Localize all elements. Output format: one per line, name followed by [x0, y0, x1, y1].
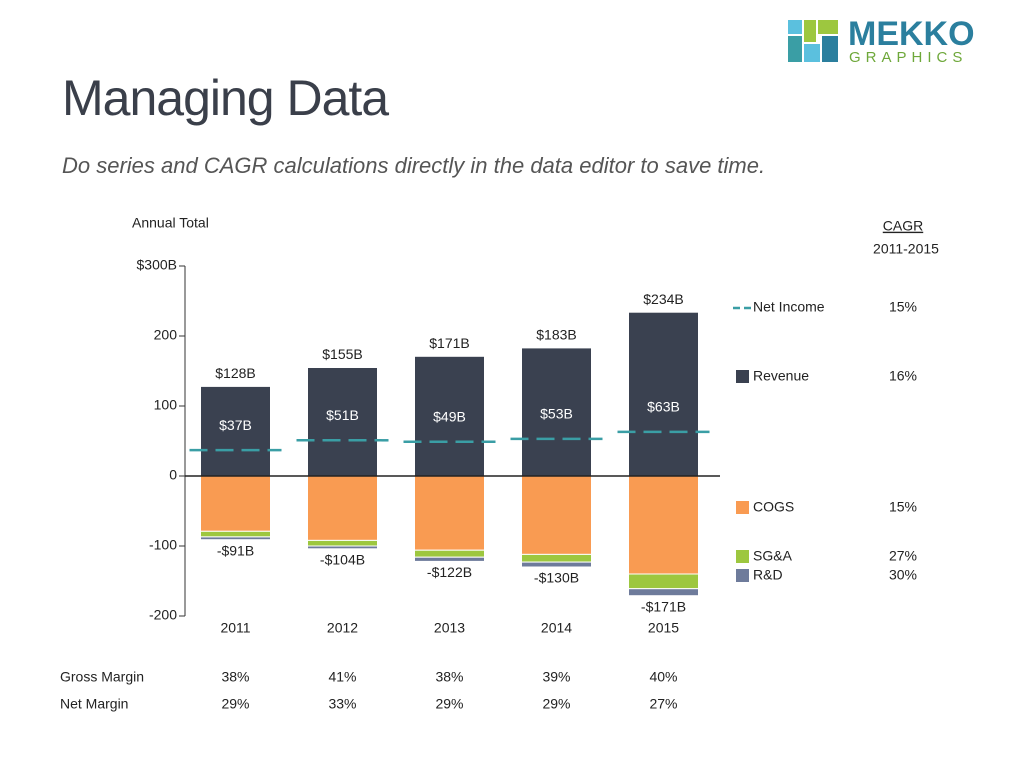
total-label: -$130B [534, 570, 579, 586]
legend-swatch [736, 550, 749, 563]
y-tick-label: 100 [154, 397, 178, 413]
value-label: $234B [643, 291, 683, 307]
total-label: -$91B [217, 542, 254, 558]
value-label: $155B [322, 346, 362, 362]
bar-segment [200, 536, 271, 541]
x-tick-label: 2013 [434, 620, 465, 636]
subtitle: Do series and CAGR calculations directly… [62, 153, 765, 178]
value-label: $51B [326, 407, 359, 423]
table-row-label: Gross Margin [60, 669, 144, 685]
value-label: $183B [536, 327, 576, 343]
bar-segment [200, 530, 271, 538]
table-cell: 40% [649, 669, 677, 685]
legend-swatch [736, 501, 749, 514]
bar-segment [628, 573, 699, 590]
legend-label: R&D [753, 567, 783, 583]
bar-segment [521, 561, 592, 568]
legend-swatch [736, 569, 749, 582]
value-label: $63B [647, 399, 680, 415]
bar-segment [521, 553, 592, 563]
cagr-value: 30% [889, 567, 917, 583]
bar-segment [414, 475, 485, 551]
bar-segment [628, 588, 699, 597]
title: Managing Data [62, 70, 389, 126]
logo-mark [788, 20, 838, 62]
logo-sub: GRAPHICS [849, 49, 967, 66]
value-label: $171B [429, 335, 469, 351]
legend-label: COGS [753, 499, 794, 515]
table-row-label: Net Margin [60, 696, 128, 712]
table-cell: 38% [435, 669, 463, 685]
legend-label: Revenue [753, 368, 809, 384]
cagr-value: 27% [889, 548, 917, 564]
total-label: -$122B [427, 564, 472, 580]
bar-segment [414, 355, 485, 477]
bar-segment [628, 475, 699, 575]
cagr-title: CAGR [883, 218, 923, 234]
x-tick-label: 2012 [327, 620, 358, 636]
legend-swatch [736, 370, 749, 383]
x-tick-label: 2015 [648, 620, 679, 636]
total-label: -$104B [320, 552, 365, 568]
y-axis-title: Annual Total [132, 215, 209, 231]
value-label: $37B [219, 417, 252, 433]
table-cell: 38% [221, 669, 249, 685]
y-tick-label: -100 [149, 537, 177, 553]
y-tick-label: $300B [137, 257, 177, 273]
x-tick-label: 2014 [541, 620, 572, 636]
cagr-value: 15% [889, 299, 917, 315]
y-tick-label: -200 [149, 607, 177, 623]
table-cell: 29% [435, 696, 463, 712]
value-label: $53B [540, 406, 573, 422]
legend-label: Net Income [753, 299, 825, 315]
x-tick-label: 2011 [220, 620, 250, 636]
bar-segment [307, 545, 378, 550]
logo-word: MEKKO [848, 15, 975, 53]
bar-segment [200, 475, 271, 532]
table-cell: 33% [328, 696, 356, 712]
table-cell: 41% [328, 669, 356, 685]
cagr-value: 15% [889, 499, 917, 515]
bar-segment [521, 347, 592, 477]
value-label: $49B [433, 408, 466, 424]
bar-segment [307, 367, 378, 477]
table-cell: 29% [221, 696, 249, 712]
y-tick-label: 0 [169, 467, 177, 483]
bar-segment [628, 311, 699, 477]
table-cell: 27% [649, 696, 677, 712]
table-cell: 29% [542, 696, 570, 712]
bar-segment [307, 475, 378, 541]
bar-segment [307, 539, 378, 547]
total-label: -$171B [641, 598, 686, 614]
cagr-period: 2011-2015 [873, 241, 939, 257]
y-tick-label: 200 [154, 327, 178, 343]
legend-label: SG&A [753, 548, 793, 564]
bar-segment [414, 549, 485, 558]
value-label: $128B [215, 365, 255, 381]
cagr-value: 16% [889, 368, 917, 384]
bar-segment [521, 475, 592, 555]
bar-segment [414, 556, 485, 562]
table-cell: 39% [542, 669, 570, 685]
